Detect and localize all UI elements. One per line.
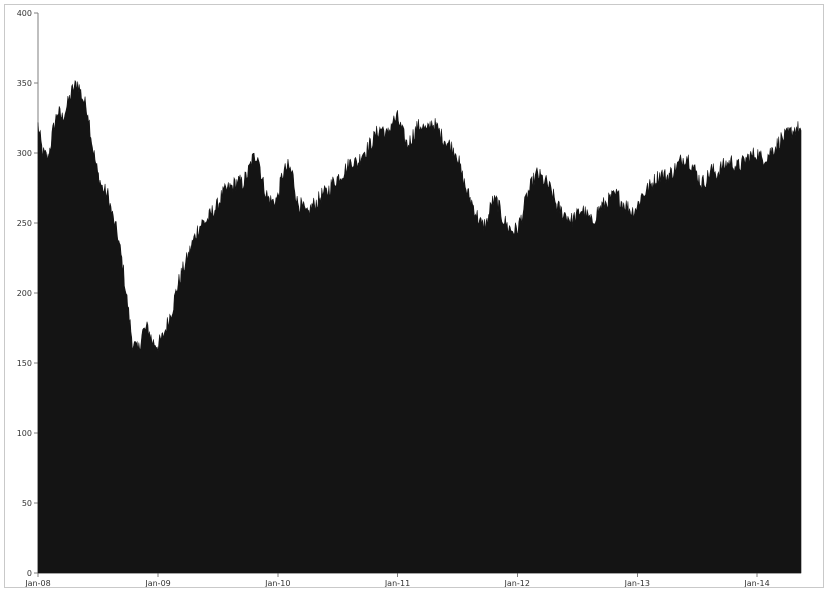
chart-frame: 0 50 100 150 200 250 300 350 400 Jan-08 Jan-09 Jan… xyxy=(4,4,824,588)
x-tick-label: Jan-10 xyxy=(264,579,290,587)
series-area xyxy=(37,79,802,574)
x-tick-label: Jan-11 xyxy=(384,579,410,587)
y-tick-label: 250 xyxy=(17,219,32,228)
x-tick-label: Jan-14 xyxy=(743,579,769,587)
x-tick-label: Jan-08 xyxy=(24,579,50,587)
y-tick-label: 150 xyxy=(17,359,32,368)
x-tick-label: Jan-13 xyxy=(624,579,650,587)
y-tick-label: 50 xyxy=(22,499,32,508)
x-tick-label: Jan-09 xyxy=(144,579,170,587)
y-tick-label: 0 xyxy=(27,569,32,578)
y-tick-label: 200 xyxy=(17,289,32,298)
y-tick-label: 350 xyxy=(17,79,32,88)
x-tick-label: Jan-12 xyxy=(504,579,530,587)
y-tick-label: 300 xyxy=(17,149,32,158)
series-group xyxy=(37,79,802,574)
y-tick-label: 400 xyxy=(17,9,32,18)
x-axis: Jan-08 Jan-09 Jan-10 Jan-11 Jan-12 Jan-13 Jan-… xyxy=(24,572,801,587)
y-axis: 0 50 100 150 200 250 300 350 400 xyxy=(17,9,39,578)
y-tick-label: 100 xyxy=(17,429,32,438)
